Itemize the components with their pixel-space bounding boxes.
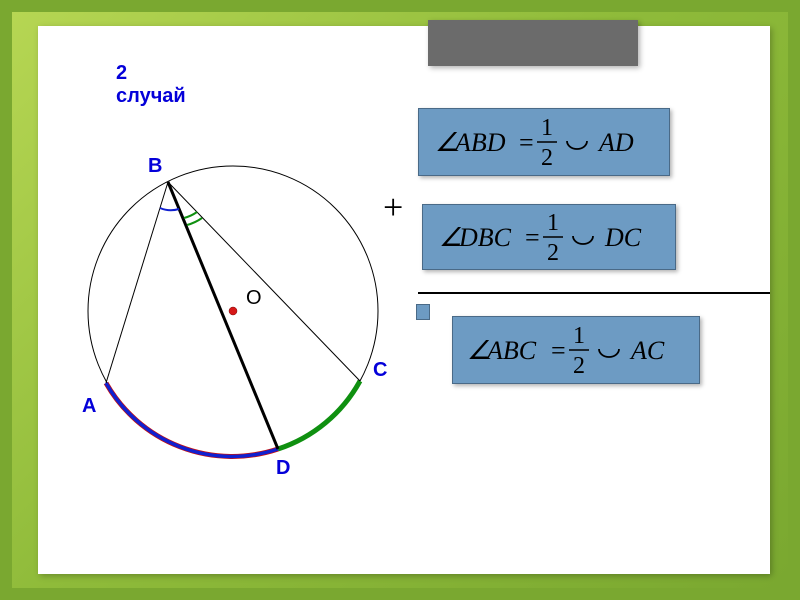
formula-box-1: ∠ ABD = 1 2 AD	[418, 108, 670, 176]
label-d: D	[276, 457, 290, 479]
arc-name: AC	[629, 336, 665, 365]
eq-sign: =	[519, 128, 534, 157]
small-blue-marker	[416, 304, 430, 320]
frac-den: 2	[541, 145, 553, 171]
geometry-diagram: O B A D C	[78, 146, 398, 526]
equation-rule	[418, 292, 770, 294]
arc-symbol	[599, 349, 619, 357]
frac-num: 1	[541, 115, 553, 141]
arc-ad-red	[106, 383, 278, 456]
formula-1-svg: ∠ ABD = 1 2 AD	[419, 109, 669, 175]
formula-box-3: ∠ ABC = 1 2 AC	[452, 316, 700, 384]
arc-dc-green	[278, 381, 360, 449]
frac-den: 2	[547, 240, 559, 266]
arc-symbol	[567, 141, 587, 149]
label-b: B	[148, 155, 162, 177]
line-ba	[106, 182, 168, 383]
center-dot	[229, 307, 237, 315]
frac-den: 2	[573, 353, 585, 379]
frac-num: 1	[547, 210, 559, 236]
formula-box-2: ∠ DBC = 1 2 DC	[422, 204, 676, 270]
slide-outer: 2случай O B A	[0, 0, 800, 600]
top-placeholder-bar	[428, 20, 638, 66]
slide-canvas: 2случай O B A	[38, 26, 770, 574]
label-a: A	[82, 395, 96, 417]
label-c: C	[373, 359, 387, 381]
angle-dbc-mark-1	[184, 212, 197, 218]
angle-name: DBC	[458, 223, 512, 252]
arc-name: AD	[597, 128, 634, 157]
frac-num: 1	[573, 323, 585, 349]
arc-ad-blue	[106, 383, 278, 456]
formula-3-svg: ∠ ABC = 1 2 AC	[453, 317, 699, 383]
angle-abd-mark	[160, 208, 179, 210]
slide-title: 2случай	[116, 62, 186, 108]
line-bd	[168, 182, 278, 449]
arc-symbol	[573, 236, 593, 244]
formula-2-svg: ∠ DBC = 1 2 DC	[423, 205, 675, 269]
angle-name: ABC	[485, 336, 537, 365]
angle-dbc-mark-2	[187, 218, 202, 225]
arc-name: DC	[604, 223, 642, 252]
angle-name: ABD	[453, 128, 506, 157]
eq-sign: =	[525, 223, 540, 252]
eq-sign: =	[551, 336, 566, 365]
center-label: O	[246, 287, 262, 309]
plus-sign: +	[383, 186, 403, 228]
